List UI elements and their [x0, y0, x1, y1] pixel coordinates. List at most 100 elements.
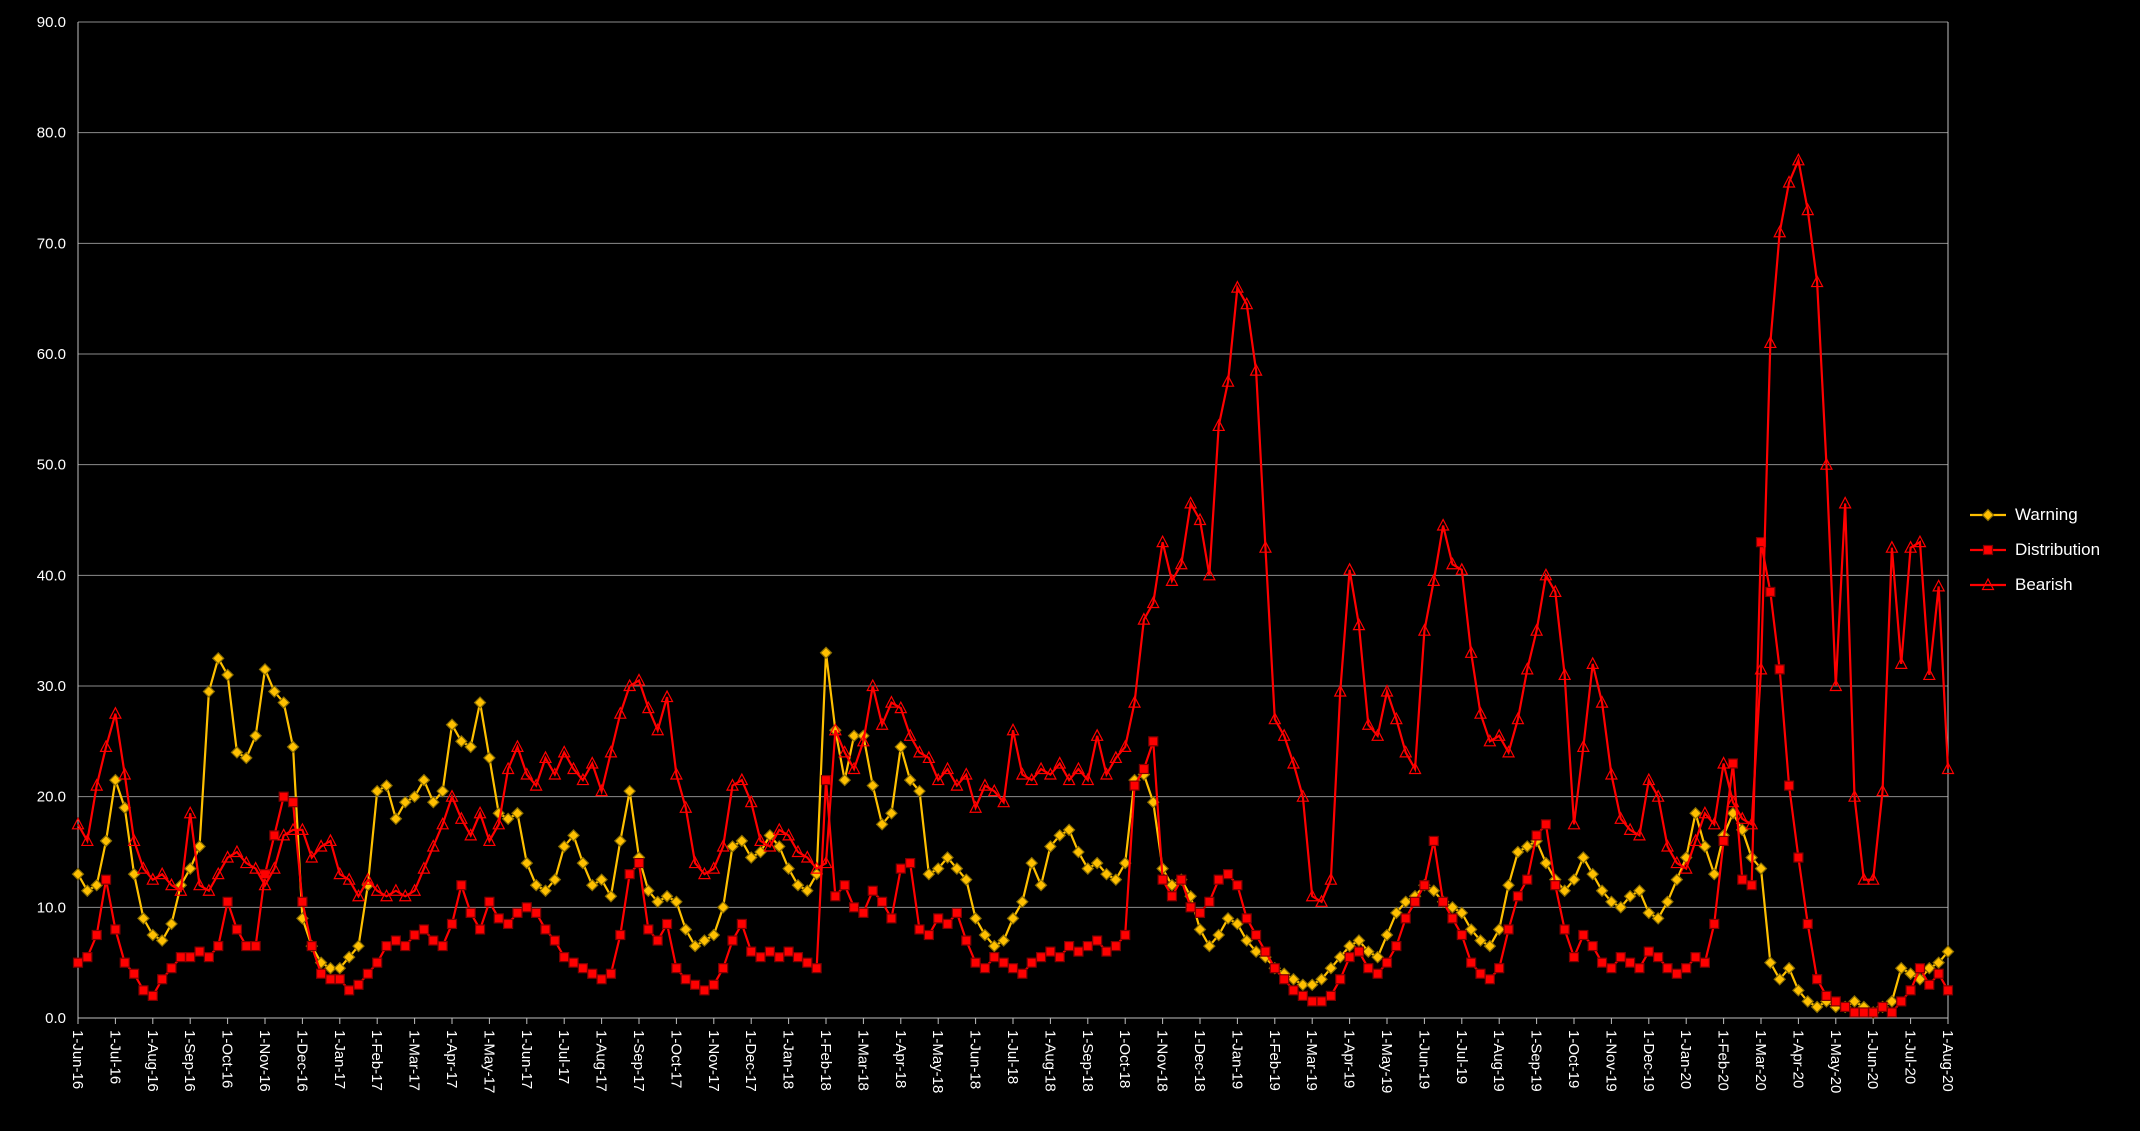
warning-marker	[1904, 967, 1917, 981]
distribution-marker	[1129, 780, 1140, 791]
bearish-marker	[688, 855, 702, 869]
bearish-marker	[436, 817, 450, 830]
x-axis-label: 1-Feb-18	[817, 1030, 834, 1091]
warning-marker	[1305, 978, 1319, 992]
bearish-marker	[1539, 568, 1553, 581]
bearish-marker	[950, 778, 964, 791]
x-axis-label: 1-Jan-19	[1228, 1030, 1245, 1089]
warning-marker	[1371, 950, 1384, 964]
distribution-marker	[1840, 1001, 1851, 1013]
bearish-marker	[193, 877, 207, 891]
distribution-marker	[166, 963, 177, 974]
distribution-marker	[1241, 913, 1252, 924]
warning-marker	[959, 873, 973, 887]
distribution-marker	[1110, 940, 1121, 952]
bearish-marker	[99, 739, 113, 752]
bearish-marker	[623, 678, 637, 692]
distribution-marker	[1559, 924, 1570, 935]
warning-marker	[576, 856, 590, 870]
bearish-marker	[1128, 695, 1142, 708]
distribution-marker	[624, 869, 635, 880]
warning-marker	[1810, 1000, 1824, 1014]
legend-item-bearish[interactable]: Bearish	[1968, 575, 2100, 595]
x-axis-label: 1-Jan-20	[1677, 1030, 1694, 1089]
warning-marker	[398, 795, 412, 809]
bearish-marker	[772, 822, 786, 835]
warning-marker	[1474, 934, 1487, 947]
distribution-marker	[1194, 907, 1206, 918]
bearish-marker	[1838, 496, 1852, 509]
y-axis-label: 50.0	[37, 457, 66, 474]
distribution-marker	[867, 885, 878, 896]
x-axis-label: 1-Jul-19	[1453, 1030, 1470, 1084]
distribution-marker	[1250, 929, 1262, 941]
distribution-marker	[1466, 957, 1477, 968]
distribution-marker	[1148, 736, 1159, 747]
distribution-marker	[1494, 963, 1505, 974]
bearish-marker	[482, 833, 496, 847]
warning-marker	[782, 862, 795, 875]
distribution-marker	[1503, 924, 1514, 935]
bearish-marker	[529, 778, 543, 791]
bearish-marker	[1679, 861, 1693, 874]
distribution-marker	[222, 896, 233, 907]
distribution-marker	[456, 880, 467, 891]
x-axis-label: 1-Dec-17	[742, 1030, 759, 1092]
warning-marker	[642, 884, 655, 898]
bearish-marker	[1614, 811, 1628, 824]
warning-marker	[978, 928, 992, 942]
distribution-marker	[1924, 979, 1935, 990]
distribution-marker	[895, 863, 906, 874]
warning-marker	[221, 668, 234, 682]
warning-marker	[511, 806, 524, 820]
bearish-marker	[641, 700, 655, 714]
y-axis-label: 70.0	[37, 235, 66, 252]
bearish-marker	[1474, 706, 1487, 719]
bearish-marker	[1567, 817, 1581, 830]
warning-marker	[1614, 900, 1628, 914]
warning-marker	[1754, 862, 1768, 875]
warning-marker	[1464, 923, 1478, 936]
warning-marker	[969, 912, 982, 925]
warning-marker	[1932, 956, 1945, 970]
y-axis-label: 80.0	[37, 125, 66, 142]
distribution-marker	[708, 979, 719, 990]
legend-item-distribution[interactable]: Distribution	[1968, 540, 2100, 560]
bearish-marker	[108, 706, 122, 719]
bearish-marker	[1689, 833, 1703, 847]
legend-item-warning[interactable]: Warning	[1968, 505, 2100, 525]
bearish-marker	[1436, 518, 1450, 531]
bearish-marker	[1810, 274, 1824, 288]
warning-marker	[520, 856, 534, 870]
distribution-marker	[540, 924, 551, 935]
bearish-marker	[810, 861, 824, 874]
bearish-marker	[295, 822, 309, 835]
distribution-marker	[269, 830, 280, 841]
warning-marker	[707, 928, 721, 942]
warning-marker	[716, 900, 730, 914]
x-axis-label: 1-Aug-19	[1490, 1030, 1507, 1092]
distribution-marker	[1671, 968, 1682, 979]
warning-marker	[1670, 873, 1684, 887]
warning-marker	[903, 773, 917, 787]
distribution-marker	[1531, 830, 1542, 841]
warning-marker	[548, 873, 562, 887]
warning-marker	[819, 646, 833, 660]
distribution-marker	[1643, 946, 1654, 957]
distribution-marker	[119, 957, 130, 968]
bearish-marker	[1315, 894, 1329, 907]
distribution-marker	[559, 952, 570, 963]
bearish-marker	[389, 883, 403, 896]
distribution-marker	[418, 924, 430, 935]
warning-marker	[1511, 845, 1525, 859]
distribution-marker	[718, 963, 729, 974]
bearish-marker	[258, 877, 272, 891]
bearish-marker	[1876, 783, 1890, 797]
distribution-marker	[1699, 957, 1711, 968]
bearish-marker	[828, 722, 842, 736]
distribution-marker	[811, 963, 822, 974]
distribution-marker	[1288, 985, 1299, 996]
bearish-marker	[1343, 562, 1357, 575]
x-axis-label: 1-Dec-16	[293, 1030, 310, 1092]
